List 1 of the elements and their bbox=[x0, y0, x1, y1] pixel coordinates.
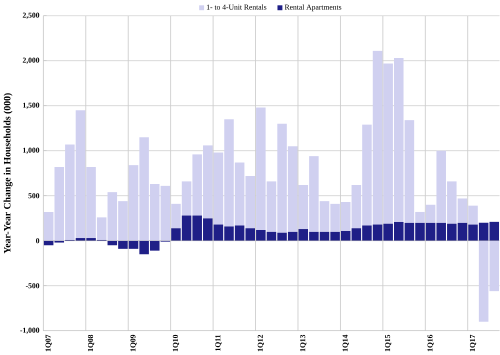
y-axis-title: Year-Year Change in Households (000) bbox=[4, 93, 13, 254]
